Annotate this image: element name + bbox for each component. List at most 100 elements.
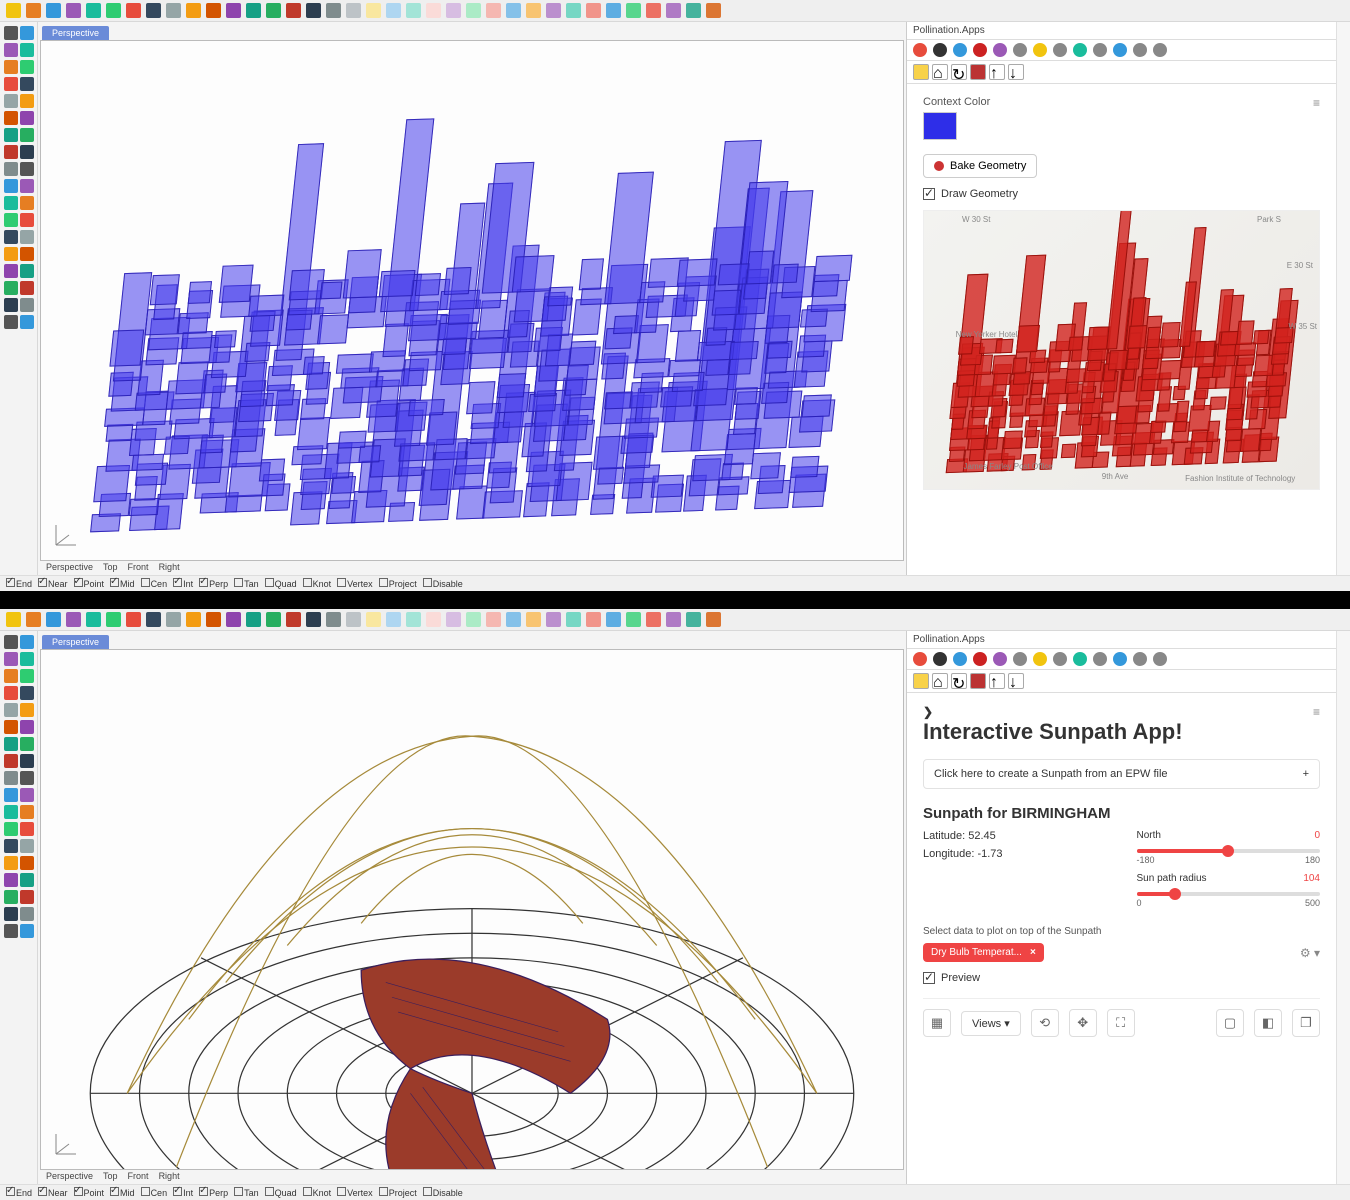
panel-icon-0[interactable] bbox=[913, 652, 927, 666]
left-tool-icon-15-1[interactable] bbox=[20, 890, 34, 904]
left-tool-icon-3-0[interactable] bbox=[4, 686, 18, 700]
left-tool-icon-9-0[interactable] bbox=[4, 179, 18, 193]
toolbar-icon-23[interactable] bbox=[466, 3, 481, 18]
left-tool-icon-17-0[interactable] bbox=[4, 924, 18, 938]
toolbar-icon-23[interactable] bbox=[466, 612, 481, 627]
panel-icon-6[interactable] bbox=[1033, 43, 1047, 57]
osnap-knot[interactable]: Knot bbox=[303, 1187, 332, 1198]
left-tool-icon-14-0[interactable] bbox=[4, 264, 18, 278]
toolbar-icon-18[interactable] bbox=[366, 612, 381, 627]
toolbar-icon-12[interactable] bbox=[246, 3, 261, 18]
toolbar-icon-4[interactable] bbox=[86, 612, 101, 627]
osnap-int[interactable]: Int bbox=[173, 578, 193, 589]
left-tool-icon-0-0[interactable] bbox=[4, 635, 18, 649]
osnap-disable[interactable]: Disable bbox=[423, 1187, 463, 1198]
left-tool-icon-16-1[interactable] bbox=[20, 907, 34, 921]
osnap-perp[interactable]: Perp bbox=[199, 1187, 228, 1198]
panel-icon-12[interactable] bbox=[1153, 43, 1167, 57]
toolbar-icon-2[interactable] bbox=[46, 3, 61, 18]
left-tool-icon-4-0[interactable] bbox=[4, 703, 18, 717]
up-icon[interactable]: ↑ bbox=[989, 673, 1005, 689]
left-tool-icon-2-1[interactable] bbox=[20, 60, 34, 74]
gear-icon[interactable] bbox=[913, 64, 929, 80]
left-tool-icon-8-1[interactable] bbox=[20, 771, 34, 785]
toolbar-icon-20[interactable] bbox=[406, 612, 421, 627]
left-tool-icon-5-1[interactable] bbox=[20, 111, 34, 125]
toolbar-icon-3[interactable] bbox=[66, 3, 81, 18]
view-footer-top[interactable]: Top bbox=[103, 1171, 118, 1183]
data-tag[interactable]: Dry Bulb Temperat... × bbox=[923, 943, 1044, 962]
osnap-tan[interactable]: Tan bbox=[234, 1187, 259, 1198]
left-tool-icon-10-1[interactable] bbox=[20, 196, 34, 210]
toolbar-icon-29[interactable] bbox=[586, 612, 601, 627]
osnap-near[interactable]: Near bbox=[38, 578, 68, 589]
left-tool-icon-6-1[interactable] bbox=[20, 128, 34, 142]
left-tool-icon-2-0[interactable] bbox=[4, 669, 18, 683]
cube-icon[interactable]: ❐ bbox=[1292, 1009, 1320, 1037]
osnap-end[interactable]: End bbox=[6, 578, 32, 589]
view-footer-right[interactable]: Right bbox=[159, 1171, 180, 1183]
toolbar-icon-15[interactable] bbox=[306, 612, 321, 627]
toolbar-icon-22[interactable] bbox=[446, 3, 461, 18]
toolbar-icon-27[interactable] bbox=[546, 3, 561, 18]
toolbar-icon-13[interactable] bbox=[266, 612, 281, 627]
left-tool-icon-14-1[interactable] bbox=[20, 264, 34, 278]
toolbar-icon-31[interactable] bbox=[626, 612, 641, 627]
left-tool-icon-11-0[interactable] bbox=[4, 213, 18, 227]
left-tool-icon-16-0[interactable] bbox=[4, 907, 18, 921]
panel-icon-3[interactable] bbox=[973, 43, 987, 57]
left-tool-icon-12-0[interactable] bbox=[4, 230, 18, 244]
panel-icon-8[interactable] bbox=[1073, 43, 1087, 57]
left-tool-icon-17-0[interactable] bbox=[4, 315, 18, 329]
toolbar-icon-31[interactable] bbox=[626, 3, 641, 18]
radius-slider[interactable] bbox=[1137, 892, 1321, 896]
osnap-near[interactable]: Near bbox=[38, 1187, 68, 1198]
viewport-3d[interactable] bbox=[40, 649, 904, 1170]
left-tool-icon-15-1[interactable] bbox=[20, 281, 34, 295]
toolbar-icon-34[interactable] bbox=[686, 3, 701, 18]
left-tool-icon-0-0[interactable] bbox=[4, 26, 18, 40]
panel-icon-12[interactable] bbox=[1153, 652, 1167, 666]
toolbar-icon-28[interactable] bbox=[566, 612, 581, 627]
panel-icon-5[interactable] bbox=[1013, 652, 1027, 666]
down-icon[interactable]: ↓ bbox=[1008, 673, 1024, 689]
toolbar-icon-11[interactable] bbox=[226, 3, 241, 18]
left-tool-icon-12-0[interactable] bbox=[4, 839, 18, 853]
panel-icon-10[interactable] bbox=[1113, 43, 1127, 57]
left-tool-icon-8-1[interactable] bbox=[20, 162, 34, 176]
toolbar-icon-15[interactable] bbox=[306, 3, 321, 18]
left-tool-icon-5-0[interactable] bbox=[4, 111, 18, 125]
hamburger-icon[interactable]: ≡ bbox=[1313, 96, 1320, 110]
toolbar-icon-35[interactable] bbox=[706, 612, 721, 627]
toolbar-icon-21[interactable] bbox=[426, 3, 441, 18]
hamburger-icon[interactable]: ≡ bbox=[1313, 705, 1320, 719]
left-tool-icon-6-0[interactable] bbox=[4, 737, 18, 751]
left-tool-icon-13-1[interactable] bbox=[20, 856, 34, 870]
osnap-mid[interactable]: Mid bbox=[110, 1187, 135, 1198]
panel-icon-9[interactable] bbox=[1093, 43, 1107, 57]
panel-icon-7[interactable] bbox=[1053, 652, 1067, 666]
toolbar-icon-8[interactable] bbox=[166, 3, 181, 18]
left-tool-icon-0-1[interactable] bbox=[20, 26, 34, 40]
left-tool-icon-16-1[interactable] bbox=[20, 298, 34, 312]
toolbar-icon-5[interactable] bbox=[106, 612, 121, 627]
left-tool-icon-8-0[interactable] bbox=[4, 771, 18, 785]
osnap-point[interactable]: Point bbox=[74, 578, 105, 589]
panel-icon-0[interactable] bbox=[913, 43, 927, 57]
left-tool-icon-14-1[interactable] bbox=[20, 873, 34, 887]
left-tool-icon-7-1[interactable] bbox=[20, 145, 34, 159]
viewport-tab-perspective[interactable]: Perspective bbox=[42, 26, 109, 40]
osnap-cen[interactable]: Cen bbox=[141, 578, 168, 589]
toolbar-icon-30[interactable] bbox=[606, 3, 621, 18]
toolbar-icon-25[interactable] bbox=[506, 612, 521, 627]
panel-icon-11[interactable] bbox=[1133, 652, 1147, 666]
bake-geometry-button[interactable]: Bake Geometry bbox=[923, 154, 1037, 178]
toolbar-icon-35[interactable] bbox=[706, 3, 721, 18]
toolbar-icon-33[interactable] bbox=[666, 3, 681, 18]
tag-remove-icon[interactable]: × bbox=[1030, 947, 1036, 958]
view-footer-right[interactable]: Right bbox=[159, 562, 180, 574]
toolbar-icon-16[interactable] bbox=[326, 612, 341, 627]
down-icon[interactable]: ↓ bbox=[1008, 64, 1024, 80]
sq1-icon[interactable]: ▢ bbox=[1216, 1009, 1244, 1037]
views-dropdown[interactable]: Views ▾ bbox=[961, 1011, 1021, 1036]
